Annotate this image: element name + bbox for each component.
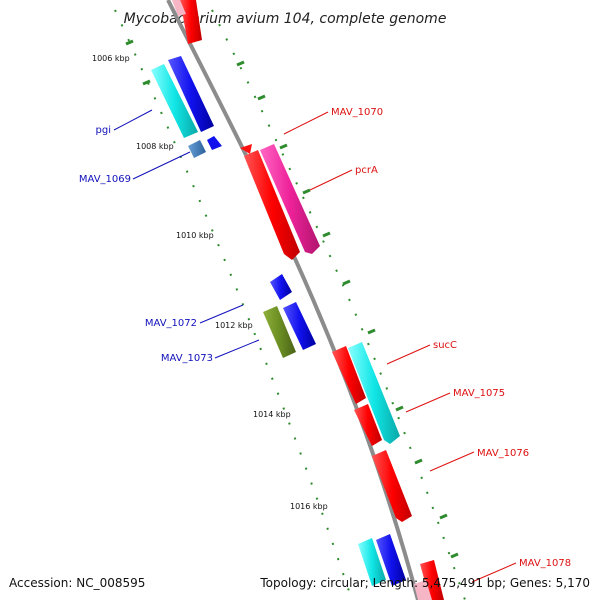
map-title: Mycobacterium avium 104, complete genome [124, 11, 447, 27]
gene-label-MAV-1075[interactable]: MAV_1075 [453, 388, 505, 399]
gene-arrow-MAV-1069[interactable] [188, 140, 206, 158]
gene-label-MAV-1070[interactable]: MAV_1070 [331, 107, 383, 118]
gene-arrow-cyan-bottom[interactable] [358, 538, 386, 586]
gene-arrow-MAV-1075[interactable] [354, 404, 382, 446]
gene-label-MAV-1078[interactable]: MAV_1078 [519, 558, 571, 569]
gene-arrow-sucC[interactable] [348, 342, 400, 444]
gene-arrow-MAV-1078[interactable] [420, 560, 444, 600]
gene-arrow-top-red[interactable] [180, 0, 202, 44]
gene-arrow-pink-bottom[interactable] [414, 580, 432, 600]
gene-label-MAV-1076[interactable]: MAV_1076 [477, 448, 529, 459]
gene-arrow-red-a[interactable] [332, 346, 366, 404]
gene-arrow-pcrA[interactable] [260, 144, 320, 254]
gene-label-MAV-1072[interactable]: MAV_1072 [145, 318, 197, 329]
inner-tick-track [114, 9, 353, 600]
tick-label-1008: 1008 kbp [136, 142, 174, 151]
gene-arrow-top-pink[interactable] [172, 0, 186, 16]
gene-label-pcrA[interactable]: pcrA [355, 165, 378, 176]
gene-label-MAV-1073[interactable]: MAV_1073 [161, 353, 213, 364]
gene-arrow-MAV-1073[interactable] [263, 306, 296, 358]
tick-label-1014: 1014 kbp [253, 410, 291, 419]
gene-arrow-MAV-1076[interactable] [372, 450, 412, 522]
gene-arrow-MAV-1072[interactable] [270, 274, 292, 300]
gene-arrow-blue-2[interactable] [207, 136, 222, 150]
tick-label-1010: 1010 kbp [176, 231, 214, 240]
gene-arrow-blue-3[interactable] [283, 302, 316, 350]
gene-arrow-pgi[interactable] [151, 64, 198, 138]
major-ticks [125, 39, 459, 559]
gene-arrow-MAV-1070-head[interactable] [240, 144, 252, 154]
tick-label-1016: 1016 kbp [290, 502, 328, 511]
gene-arrow-blue-bottom[interactable] [376, 534, 406, 586]
tick-label-1006: 1006 kbp [92, 54, 130, 63]
gene-arrow-blue-1[interactable] [168, 56, 214, 132]
genome-info-text: Topology: circular; Length: 5,475,491 bp… [260, 576, 590, 590]
tick-label-1012: 1012 kbp [215, 321, 253, 330]
gene-label-MAV-1069[interactable]: MAV_1069 [79, 174, 131, 185]
gene-label-sucC[interactable]: sucC [433, 340, 457, 351]
accession-text: Accession: NC_008595 [9, 576, 146, 590]
outer-tick-track [211, 9, 466, 600]
gene-label-pgi[interactable]: pgi [96, 125, 111, 136]
genome-backbone [166, 0, 420, 600]
gene-arrow-MAV-1070[interactable] [244, 150, 300, 260]
leader-lines [113, 109, 517, 583]
